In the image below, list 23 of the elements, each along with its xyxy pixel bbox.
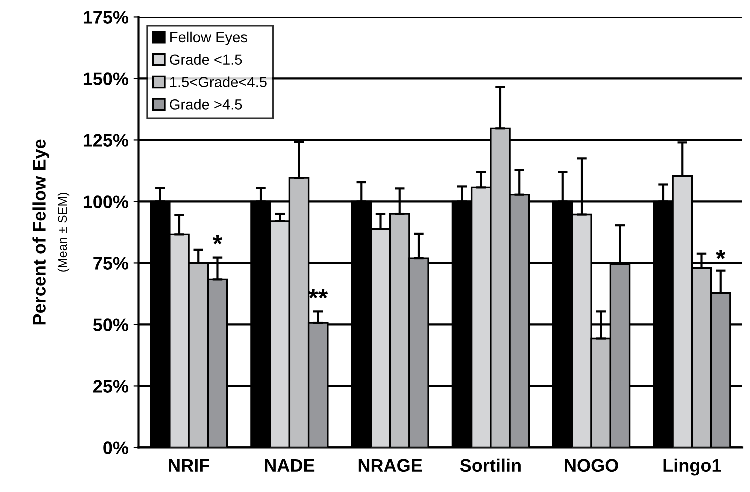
y-tick-label: 0% xyxy=(104,442,129,454)
y-tick-label: 25% xyxy=(94,380,129,393)
annotation: ** xyxy=(308,289,328,299)
text: (Mean ± SEM) xyxy=(58,193,70,272)
y-tick-label: 175% xyxy=(84,11,129,24)
y-tick-label: 125% xyxy=(84,134,129,147)
y-tick-label: 75% xyxy=(94,257,129,270)
annotation: * xyxy=(716,250,726,260)
annotation: * xyxy=(212,235,223,245)
x-tick-label: NOGO xyxy=(565,459,618,472)
x-tick-label: Lingo1 xyxy=(664,458,722,476)
legend-label: Grade >4.5 xyxy=(170,99,242,110)
x-tick-label: NRIF xyxy=(169,459,210,472)
x-tick-label: NADE xyxy=(265,459,315,472)
legend-label: 1.5<Grade<4.5 xyxy=(170,76,267,88)
legend-label: Fellow Eyes xyxy=(170,32,248,46)
y-tick-label: 100% xyxy=(84,196,129,208)
legend-label: Grade <1.5 xyxy=(170,54,242,66)
y-axis-title: Percent of Fellow Eye xyxy=(32,140,50,325)
y-tick-label: 150% xyxy=(84,72,129,86)
x-tick-label: NRAGE xyxy=(358,459,422,472)
y-tick-label: 50% xyxy=(93,318,129,332)
x-tick-label: Sortilin xyxy=(460,458,521,472)
